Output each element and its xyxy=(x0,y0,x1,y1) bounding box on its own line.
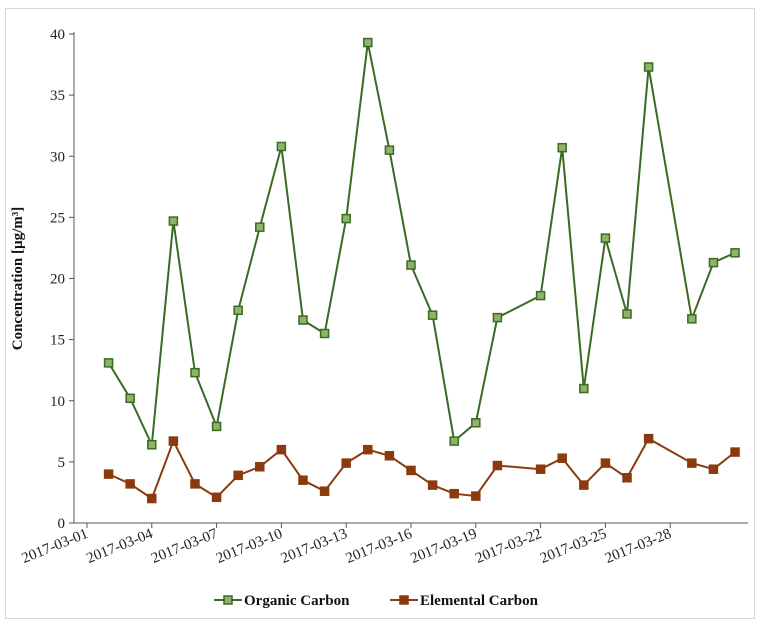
y-tick-label: 10 xyxy=(50,394,65,410)
data-point xyxy=(319,328,330,339)
data-point xyxy=(449,436,459,446)
legend-label: Elemental Carbon xyxy=(420,593,539,609)
data-point xyxy=(125,393,135,404)
data-point xyxy=(535,290,546,301)
data-point xyxy=(233,305,243,316)
data-point xyxy=(255,462,265,472)
data-point xyxy=(622,473,632,483)
legend-marker xyxy=(399,595,409,605)
data-point xyxy=(406,260,416,270)
x-tick-label: 2017-03-25 xyxy=(538,526,609,567)
x-tick-label: 2017-03-04 xyxy=(84,526,155,567)
legend: Organic Carbon Elemental Carbon xyxy=(214,593,539,609)
data-point xyxy=(125,479,135,489)
x-tick-label: 2017-03-28 xyxy=(603,526,674,567)
x-tick-label: 2017-03-16 xyxy=(344,526,415,567)
data-point xyxy=(363,444,373,455)
data-point xyxy=(492,460,503,471)
y-axis-ticks: 0 5 10 15 20 25 30 35 40 xyxy=(50,27,74,532)
data-point xyxy=(319,486,330,496)
y-tick-label: 35 xyxy=(50,88,65,104)
legend-item: Elemental Carbon xyxy=(390,593,539,609)
data-point xyxy=(427,480,438,490)
series-line xyxy=(107,42,736,449)
data-point xyxy=(211,421,222,432)
y-tick-label: 0 xyxy=(58,516,66,532)
data-point xyxy=(363,37,373,48)
data-point xyxy=(600,233,611,243)
x-tick-label: 2017-03-07 xyxy=(149,526,220,567)
data-point xyxy=(643,62,654,72)
data-point xyxy=(600,458,611,468)
series-line xyxy=(108,437,736,501)
series-layer xyxy=(103,37,740,504)
x-tick-label: 2017-03-10 xyxy=(214,526,285,567)
data-point xyxy=(449,488,459,499)
data-point xyxy=(579,480,589,490)
x-tick-label: 2017-03-19 xyxy=(408,526,479,567)
y-tick-label: 30 xyxy=(50,149,65,165)
x-axis-ticks: 2017-03-012017-03-042017-03-072017-03-10… xyxy=(20,523,674,567)
data-point xyxy=(622,309,632,319)
data-point xyxy=(687,314,697,324)
data-point xyxy=(557,142,567,153)
y-tick-label: 40 xyxy=(50,27,65,43)
data-point xyxy=(168,216,179,226)
y-axis-title: Concentration [µg/m³] xyxy=(10,207,26,351)
data-point xyxy=(341,458,351,468)
legend-marker xyxy=(223,595,233,605)
data-point xyxy=(427,310,438,320)
x-tick-label: 2017-03-22 xyxy=(473,526,544,567)
legend-item: Organic Carbon xyxy=(214,593,350,609)
data-point xyxy=(233,470,243,481)
data-point xyxy=(687,458,697,468)
data-point xyxy=(579,383,589,394)
data-point xyxy=(384,451,395,461)
data-point xyxy=(190,479,200,489)
data-point xyxy=(276,141,287,152)
data-point xyxy=(211,492,222,503)
legend-label: Organic Carbon xyxy=(244,593,350,609)
data-point xyxy=(103,358,114,368)
data-point xyxy=(384,145,395,155)
data-point xyxy=(190,367,200,378)
data-point xyxy=(730,248,740,258)
data-point xyxy=(341,213,351,224)
data-point xyxy=(730,447,740,457)
series-elemental-carbon xyxy=(103,433,740,504)
y-tick-label: 25 xyxy=(50,210,65,226)
data-point xyxy=(471,418,481,428)
data-point xyxy=(168,436,179,446)
x-tick-label: 2017-03-01 xyxy=(20,526,91,567)
data-point xyxy=(471,491,481,501)
data-point xyxy=(708,464,719,474)
data-point xyxy=(147,493,157,504)
x-tick-label: 2017-03-13 xyxy=(279,526,350,567)
y-tick-label: 20 xyxy=(50,272,65,288)
data-point xyxy=(298,475,308,485)
chart-frame xyxy=(5,8,755,619)
data-point xyxy=(557,453,567,463)
data-point xyxy=(103,469,114,479)
y-tick-label: 5 xyxy=(58,455,66,471)
data-point xyxy=(708,257,719,268)
data-point xyxy=(406,465,416,476)
series-organic-carbon xyxy=(103,37,740,450)
data-point xyxy=(298,315,308,325)
data-point xyxy=(535,464,546,474)
data-point xyxy=(276,444,287,455)
y-tick-label: 15 xyxy=(50,333,65,349)
data-point xyxy=(255,222,265,232)
data-point xyxy=(643,433,654,444)
data-point xyxy=(492,312,503,323)
data-point xyxy=(147,440,157,450)
